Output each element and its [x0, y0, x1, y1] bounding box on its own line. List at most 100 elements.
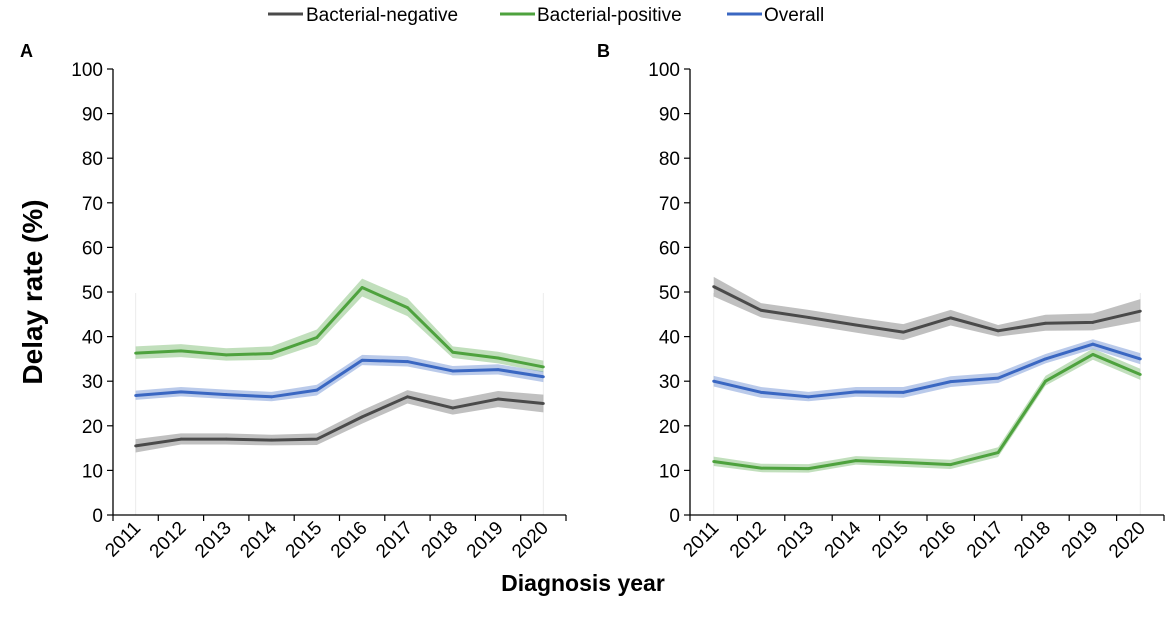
panel-b-x-tick-label: 2018: [1010, 518, 1055, 563]
panel-a-y-tick-label: 50: [82, 283, 103, 304]
panel-a-point-bacterial-negative: [541, 402, 545, 405]
panel-b-point-bacterial-positive: [807, 467, 810, 471]
panel-b-point-bacterial-positive: [949, 463, 953, 467]
panel-b-point-bacterial-negative: [807, 316, 810, 319]
panel-b-x-tick-label: 2011: [679, 518, 723, 562]
panel-a-band-bacterial-negative: [135, 390, 544, 453]
panel-b-point-overall: [712, 379, 716, 383]
panel-b-point-bacterial-positive: [712, 460, 716, 463]
panel-a-x-tick-label: 2011: [101, 518, 145, 562]
panel-b-point-overall: [901, 390, 905, 394]
panel-b-y-tick-label: 50: [659, 283, 680, 304]
panel-a-y-tick-label: 100: [71, 60, 103, 81]
panel-a-point-bacterial-positive: [224, 353, 228, 357]
panel-a-line-overall: [135, 358, 544, 399]
panel-a-point-bacterial-positive: [496, 356, 500, 360]
panel-b-y-tick-label: 70: [659, 194, 680, 215]
panel-a-y-tick-label: 60: [82, 238, 103, 259]
panel-b-point-bacterial-positive: [996, 451, 1000, 454]
panel-a-x-tick-label: 2015: [282, 518, 327, 563]
panel-b-point-overall: [759, 390, 763, 394]
panel-a-y-tick-label: 10: [82, 461, 103, 482]
panel-b-point-bacterial-negative: [1044, 321, 1047, 325]
legend: Bacterial-negative Bacterial-positive Ov…: [268, 5, 824, 26]
panel-a-point-bacterial-positive: [451, 350, 455, 354]
panel-a-y-tick-label: 20: [82, 417, 103, 438]
panel-b-x-tick-label: 2014: [821, 517, 866, 562]
panel-b-point-bacterial-negative: [901, 330, 905, 334]
panel-a-x-tick-label: 2018: [418, 518, 463, 563]
panel-a-point-bacterial-positive: [179, 349, 183, 353]
panel-a-label: A: [20, 41, 33, 61]
panel-a-point-bacterial-negative: [315, 437, 319, 441]
panel-b-point-overall: [1044, 357, 1047, 361]
panel-b-point-overall: [1091, 342, 1095, 346]
panel-b-x-tick-label: 2012: [726, 518, 771, 563]
x-axis-label: Diagnosis year: [501, 570, 665, 596]
panel-a-x-tick-label: 2020: [508, 518, 553, 563]
panel-a-point-bacterial-negative: [451, 406, 455, 410]
panel-a-x-tick-label: 2016: [327, 518, 372, 563]
panel-a-y-tick-label: 0: [92, 506, 103, 527]
panel-a-point-bacterial-positive: [315, 336, 319, 339]
panel-b-x-tick-label: 2013: [773, 518, 818, 563]
panel-b-y-tick-label: 60: [659, 238, 680, 259]
panel-b-point-bacterial-negative: [759, 308, 763, 312]
panel-b-point-bacterial-positive: [1091, 353, 1095, 356]
panel-b-x-tick-label: 2020: [1105, 518, 1150, 563]
panel-b-x-tick-label: 2017: [963, 518, 1008, 563]
panel-a-x-tick-label: 2014: [236, 517, 281, 562]
panel-a-point-overall: [134, 394, 138, 397]
panel-a-point-bacterial-positive: [406, 306, 409, 310]
panel-b-point-overall: [949, 380, 953, 384]
panel-a-point-overall: [270, 395, 273, 399]
panel-a-point-bacterial-negative: [179, 437, 183, 441]
panel-b-point-bacterial-positive: [1138, 373, 1142, 376]
panel-b-point-bacterial-negative: [949, 316, 953, 320]
legend-label-overall: Overall: [764, 5, 824, 26]
panel-a-point-bacterial-negative: [224, 437, 228, 441]
panel-a-y-tick-label: 30: [82, 372, 103, 393]
y-axis-label: Delay rate (%): [17, 199, 48, 384]
panel-b-point-bacterial-negative: [854, 323, 858, 327]
panel-b-y-tick-label: 10: [659, 461, 680, 482]
panel-a-point-overall: [179, 390, 183, 394]
panel-b-x-tick-label: 2019: [1058, 518, 1103, 563]
panel-b-y-tick-label: 40: [659, 328, 680, 349]
panel-b-y-tick-label: 90: [659, 105, 680, 126]
panel-a-x-tick-label: 2019: [463, 518, 508, 563]
panel-b-y-tick-label: 80: [659, 149, 680, 170]
panel-a-point-bacterial-positive: [541, 365, 545, 369]
panel-b-point-overall: [854, 390, 858, 394]
panel-b-point-bacterial-negative: [712, 285, 716, 289]
panel-a-point-bacterial-negative: [270, 438, 273, 442]
panel-b-point-overall: [807, 395, 810, 399]
panel-a-x-tick-label: 2017: [372, 518, 417, 563]
panel-a-point-bacterial-negative: [360, 415, 364, 419]
panel-b-y-tick-label: 30: [659, 372, 680, 393]
panel-b-point-bacterial-negative: [996, 329, 1000, 333]
panel-b-line-bacterial-positive: [713, 352, 1141, 471]
panel-b-line-bacterial-negative: [713, 285, 1141, 334]
panel-b-point-overall: [996, 376, 1000, 380]
panel-a-y-tick-label: 70: [82, 194, 103, 215]
panel-b-point-bacterial-positive: [759, 466, 763, 470]
panel-a-x-tick-label: 2012: [146, 518, 191, 563]
panel-a-point-bacterial-negative: [496, 397, 500, 401]
panel-a-y-tick-label: 80: [82, 149, 103, 170]
panel-a-band-bacterial-positive: [135, 278, 544, 373]
panel-a-x-tick-label: 2013: [191, 518, 236, 563]
panel-a-point-overall: [224, 393, 228, 396]
panel-b-y-tick-label: 100: [648, 60, 680, 81]
panel-b-band-bacterial-positive: [713, 348, 1141, 473]
panel-b-point-bacterial-positive: [1044, 379, 1047, 383]
panel-a-line-bacterial-negative: [135, 395, 544, 448]
panel-a-y-tick-label: 90: [82, 105, 103, 126]
panel-a-point-bacterial-positive: [134, 351, 138, 355]
panel-b-x-tick-label: 2016: [915, 518, 960, 563]
panel-a-point-bacterial-negative: [134, 444, 138, 448]
panel-b-band-bacterial-negative: [713, 276, 1141, 341]
